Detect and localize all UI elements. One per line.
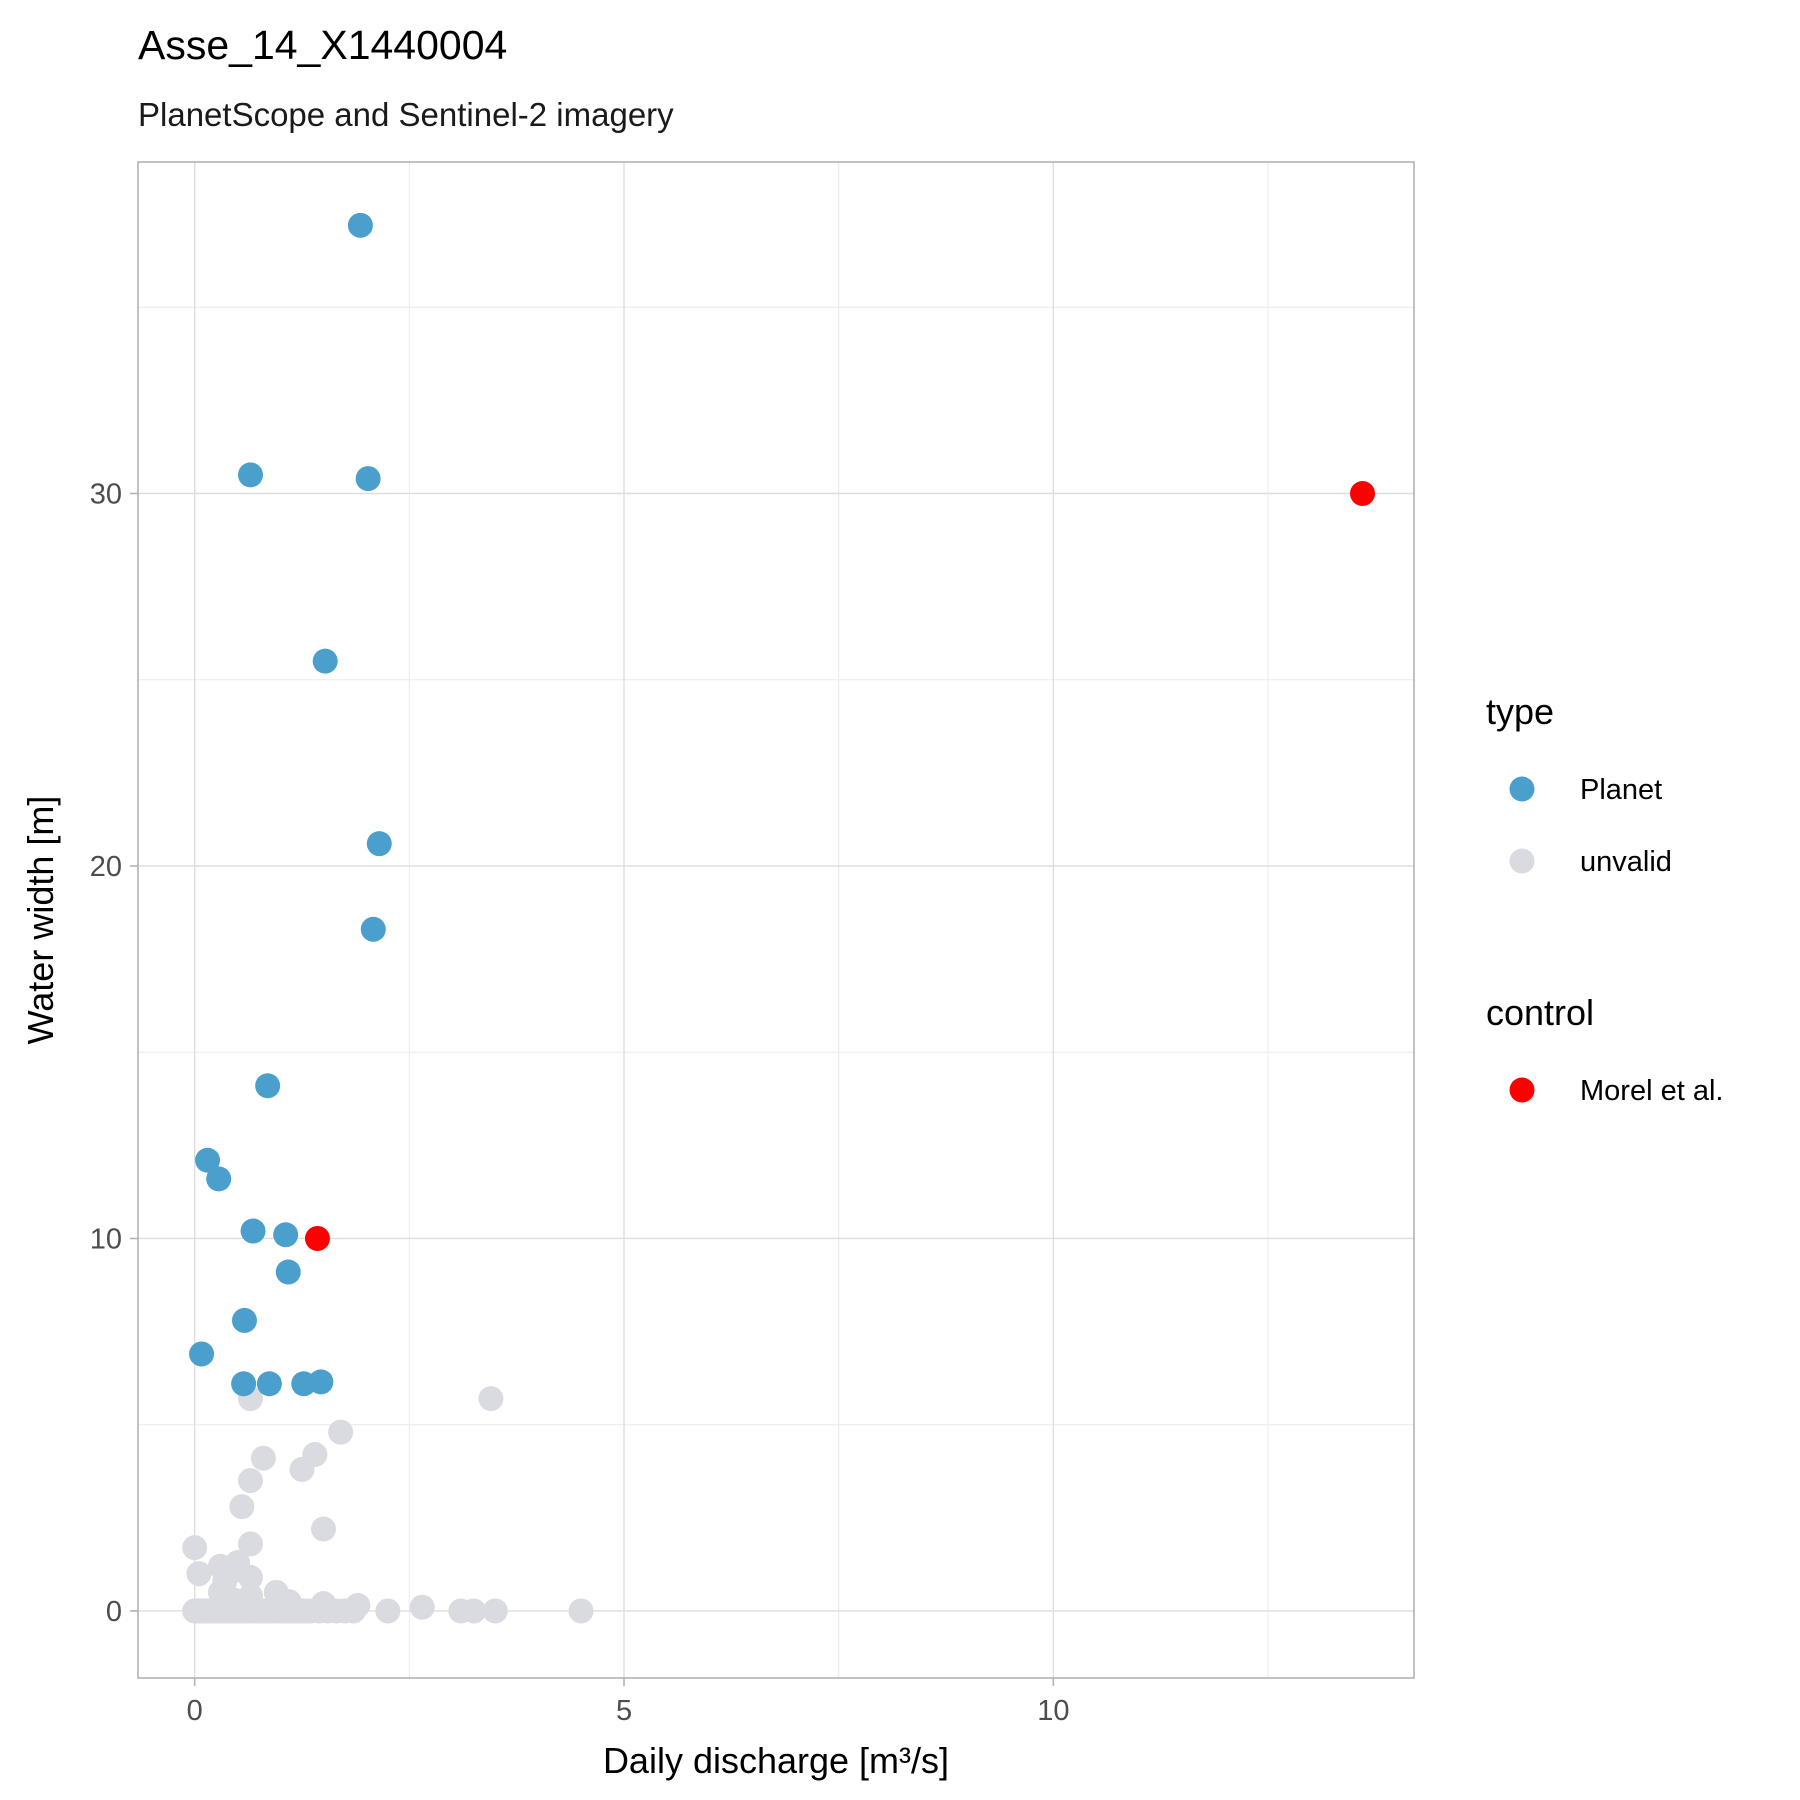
point-planet (206, 1166, 232, 1192)
point-unvalid (186, 1561, 212, 1587)
point-morel-et-al (1349, 481, 1375, 507)
point-unvalid (478, 1386, 504, 1412)
y-tick-label: 20 (90, 851, 122, 883)
y-tick-label: 10 (90, 1223, 122, 1255)
legend-label-unvalid: unvalid (1580, 846, 1672, 878)
point-planet (237, 462, 263, 488)
legend-title-control: control (1486, 992, 1594, 1033)
point-unvalid (229, 1494, 255, 1520)
x-tick-label: 10 (1037, 1695, 1069, 1727)
point-unvalid (375, 1598, 401, 1624)
data-points (182, 212, 1375, 1624)
point-unvalid (225, 1550, 251, 1576)
point-unvalid (302, 1442, 328, 1468)
point-unvalid (482, 1598, 508, 1624)
chart-title: Asse_14_X1440004 (138, 22, 507, 68)
y-axis-title: Water width [m] (20, 796, 61, 1045)
point-unvalid (345, 1592, 371, 1618)
point-unvalid (237, 1531, 263, 1557)
point-planet (308, 1369, 334, 1395)
grid-lines (138, 162, 1414, 1678)
point-planet (366, 831, 392, 857)
point-unvalid (568, 1598, 594, 1624)
point-planet (240, 1218, 266, 1244)
point-planet (195, 1147, 221, 1173)
point-planet (355, 466, 381, 492)
legend: type Planet unvalid control Morel et al. (1486, 691, 1723, 1107)
legend-title-type: type (1486, 691, 1554, 732)
x-tick-label: 5 (616, 1695, 632, 1727)
legend-label-morel-et-al: Morel et al. (1580, 1075, 1723, 1107)
legend-label-planet: Planet (1580, 774, 1662, 806)
point-unvalid (237, 1583, 263, 1609)
point-unvalid (409, 1594, 435, 1620)
chart-subtitle: PlanetScope and Sentinel-2 imagery (138, 96, 674, 133)
legend-key-unvalid (1509, 848, 1535, 874)
x-axis-title: Daily discharge [m³/s] (603, 1740, 949, 1781)
point-planet (347, 212, 373, 238)
point-planet (255, 1073, 281, 1099)
point-planet (273, 1222, 299, 1248)
point-planet (360, 916, 386, 942)
axis-ticks: 0 5 10 0 10 20 30 (90, 479, 1070, 1727)
point-unvalid (310, 1591, 336, 1617)
point-planet (312, 648, 338, 674)
point-unvalid (328, 1419, 354, 1445)
y-tick-label: 30 (90, 479, 122, 511)
point-unvalid (310, 1516, 336, 1542)
point-planet (231, 1371, 257, 1397)
x-tick-label: 0 (187, 1695, 203, 1727)
point-planet (256, 1371, 282, 1397)
point-planet (189, 1341, 215, 1367)
plot-panel-border (137, 161, 1415, 1679)
point-planet (231, 1307, 257, 1333)
point-unvalid (182, 1535, 208, 1561)
legend-key-morel-et-al (1509, 1077, 1535, 1103)
point-unvalid (237, 1468, 263, 1494)
point-unvalid (461, 1598, 487, 1624)
point-unvalid (250, 1445, 276, 1471)
point-unvalid (263, 1579, 289, 1605)
point-morel-et-al (304, 1225, 330, 1251)
y-tick-label: 0 (106, 1596, 122, 1628)
point-planet (275, 1259, 301, 1285)
legend-key-planet (1509, 776, 1535, 802)
